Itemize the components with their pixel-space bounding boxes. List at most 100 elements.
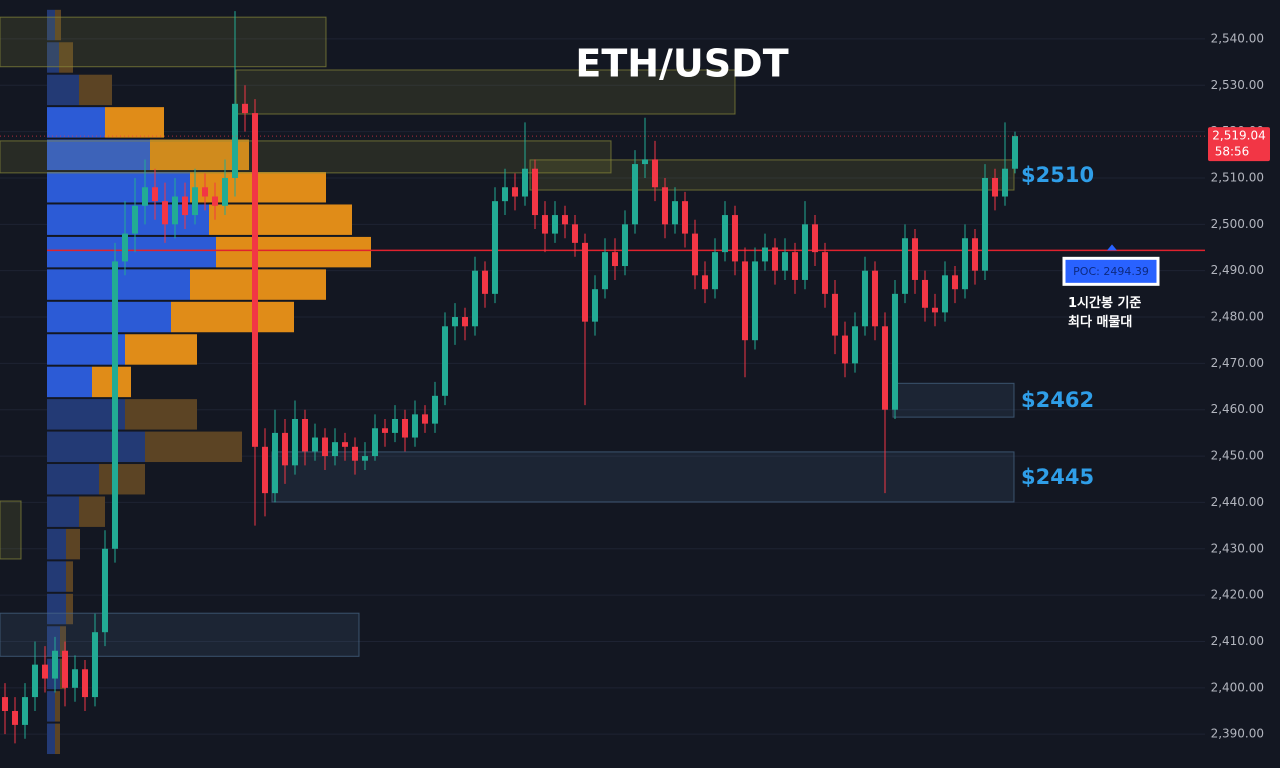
candle-body [802, 224, 808, 280]
candle-body [522, 168, 528, 197]
candle-body [972, 238, 978, 271]
candle-body [102, 548, 108, 633]
y-tick-label: 2,480.00 [1211, 310, 1264, 324]
candle-body [52, 650, 58, 679]
candle-body [2, 697, 8, 711]
candle-body [862, 270, 868, 327]
candle-body [332, 442, 338, 457]
candle-body [382, 428, 388, 433]
candle-body [22, 697, 28, 725]
candle-body [762, 247, 768, 262]
candle-body [432, 395, 438, 424]
candle-body [562, 215, 568, 225]
y-tick-label: 2,390.00 [1211, 727, 1264, 741]
profile-buy-bar [47, 593, 66, 625]
y-tick-label: 2,430.00 [1211, 541, 1264, 555]
candle-body [32, 664, 38, 698]
profile-sell-bar [55, 9, 61, 41]
profile-sell-bar [92, 366, 131, 398]
candle-body [992, 177, 998, 197]
candle-body [342, 442, 348, 447]
candle-body [222, 177, 228, 206]
profile-sell-bar [171, 301, 294, 333]
zone-box [235, 69, 736, 115]
candle-body [962, 238, 968, 290]
candle-body [742, 261, 748, 341]
candle-body [412, 414, 418, 438]
candle-body [712, 252, 718, 290]
candle-body [182, 196, 188, 216]
zone-label: $2510 [1021, 163, 1094, 187]
chart-title: ETH/USDT [575, 42, 788, 86]
profile-buy-bar [47, 9, 55, 41]
candle-body [552, 215, 558, 234]
candle-body [312, 437, 318, 452]
candle-body [252, 113, 258, 447]
y-tick-label: 2,500.00 [1211, 217, 1264, 231]
candle-body [772, 247, 778, 271]
candle-body [372, 428, 378, 457]
candle-body [232, 103, 238, 178]
zone-box [0, 500, 22, 560]
y-tick-label: 2,400.00 [1211, 680, 1264, 694]
candle-body [782, 252, 788, 271]
candle-body [172, 196, 178, 225]
candle-body [842, 335, 848, 364]
profile-buy-bar [47, 42, 59, 73]
candle-body [692, 233, 698, 276]
candle-body [722, 215, 728, 253]
candle-body [582, 242, 588, 322]
profile-sell-bar [66, 561, 73, 592]
zone-label: $2445 [1021, 465, 1094, 489]
profile-buy-bar [47, 139, 150, 171]
candle-body [422, 414, 428, 424]
profile-buy-bar [47, 269, 190, 300]
profile-sell-bar [66, 593, 73, 625]
zone-box [0, 16, 327, 68]
profile-buy-bar [47, 528, 66, 560]
candle-body [12, 710, 18, 725]
y-tick-label: 2,490.00 [1211, 263, 1264, 277]
candle-body [532, 168, 538, 216]
profile-sell-bar [145, 431, 242, 463]
zone-box [892, 382, 1015, 418]
candle-body [572, 224, 578, 243]
candle-body [82, 669, 88, 698]
profile-sell-bar [79, 496, 105, 527]
candle-body [62, 650, 68, 688]
profile-buy-bar [47, 561, 66, 592]
candle-body [952, 275, 958, 290]
candle-body [592, 289, 598, 322]
candle-body [202, 187, 208, 197]
candle-body [292, 418, 298, 466]
candle-body [72, 669, 78, 688]
candle-body [352, 446, 358, 461]
candle-body [922, 279, 928, 308]
y-tick-label: 2,460.00 [1211, 402, 1264, 416]
candle-body [792, 252, 798, 280]
poc-note: 1시간봉 기준 [1068, 295, 1141, 311]
profile-buy-bar [47, 431, 145, 463]
profile-sell-bar [66, 528, 80, 560]
candle-body [902, 238, 908, 294]
candle-body [882, 326, 888, 410]
y-tick-label: 2,440.00 [1211, 495, 1264, 509]
last-price-label: 2,519.04 [1212, 129, 1265, 143]
candle-body [392, 418, 398, 433]
candle-body [452, 317, 458, 327]
candle-body [162, 201, 168, 225]
candle-body [322, 437, 328, 457]
candle-body [112, 261, 118, 549]
profile-buy-bar [47, 691, 55, 722]
candle-body [542, 215, 548, 234]
candle-body [442, 326, 448, 396]
candle-body [672, 201, 678, 225]
candle-body [1002, 168, 1008, 197]
candle-body [1012, 136, 1018, 169]
candle-body [982, 177, 988, 271]
candle-body [142, 187, 148, 206]
profile-sell-bar [99, 464, 145, 495]
profile-buy-bar [47, 172, 190, 203]
poc-marker [1107, 244, 1117, 251]
